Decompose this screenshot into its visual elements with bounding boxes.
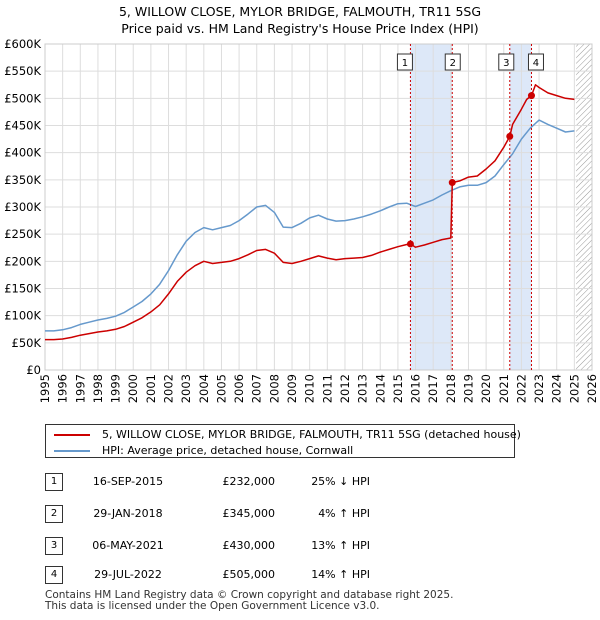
x-tick-label: 2013	[356, 374, 370, 403]
x-tick-label: 2026	[585, 374, 599, 403]
x-tick-label: 2020	[479, 374, 493, 403]
x-tick-label: 2008	[267, 374, 281, 403]
sale-date: 29-JAN-2018	[93, 507, 163, 520]
sale-number-badge: 2	[45, 505, 63, 523]
y-tick-label: £450K	[4, 119, 41, 133]
x-tick-label: 2005	[214, 374, 228, 403]
y-tick-label: £500K	[4, 91, 41, 105]
legend-swatch-hpi	[54, 450, 90, 452]
x-tick-label: 2004	[197, 374, 211, 403]
x-tick-label: 2000	[126, 374, 140, 403]
sale-hpi-diff: 14% ↑ HPI	[311, 568, 370, 581]
y-tick-label: £400K	[4, 146, 41, 160]
chart-title: 5, WILLOW CLOSE, MYLOR BRIDGE, FALMOUTH,…	[0, 3, 600, 37]
chart-title-line-1: 5, WILLOW CLOSE, MYLOR BRIDGE, FALMOUTH,…	[118, 4, 482, 19]
legend-label-price: 5, WILLOW CLOSE, MYLOR BRIDGE, FALMOUTH,…	[102, 428, 521, 441]
x-tick-label: 2010	[303, 374, 317, 403]
y-tick-label: £0	[26, 363, 41, 377]
sale-hpi-diff: 4% ↑ HPI	[318, 507, 370, 520]
legend: 5, WILLOW CLOSE, MYLOR BRIDGE, FALMOUTH,…	[45, 424, 521, 458]
x-tick-label: 2001	[144, 374, 158, 403]
x-tick-label: 1998	[91, 374, 105, 403]
hpi-line	[45, 119, 575, 332]
sale-point	[527, 92, 535, 100]
plot-frame	[44, 43, 593, 371]
sale-point	[506, 132, 514, 140]
y-tick-label: £150K	[4, 282, 41, 296]
table-row: 1 16-SEP-2015 £232,000 25% ↓ HPI	[0, 473, 600, 491]
y-tick-label: £200K	[4, 254, 41, 268]
sale-price: £232,000	[222, 475, 276, 488]
x-tick-label: 2011	[320, 374, 334, 403]
legend-label-hpi: HPI: Average price, detached house, Corn…	[102, 444, 354, 457]
x-tick-label: 2012	[338, 374, 352, 403]
sale-point	[406, 240, 414, 248]
footer-licence: This data is licensed under the Open Gov…	[45, 600, 380, 612]
x-tick-label: 2017	[426, 374, 440, 403]
x-tick-label: 2024	[550, 374, 564, 403]
x-tick-label: 2016	[409, 374, 423, 403]
table-row: 4 29-JUL-2022 £505,000 14% ↑ HPI	[0, 566, 600, 584]
sale-label: 1	[402, 58, 408, 69]
sale-number-badge: 1	[45, 473, 63, 491]
x-tick-label: 2006	[232, 374, 246, 403]
x-tick-label: 2022	[514, 374, 528, 403]
sale-date: 16-SEP-2015	[92, 475, 164, 488]
sale-hpi-diff: 25% ↓ HPI	[311, 475, 370, 488]
sale-number-badge: 3	[45, 537, 63, 555]
chart-title-line-2: Price paid vs. HM Land Registry's House …	[121, 21, 479, 36]
table-row: 3 06-MAY-2021 £430,000 13% ↑ HPI	[0, 537, 600, 555]
y-tick-label: £300K	[4, 200, 41, 214]
x-tick-label: 2003	[179, 374, 193, 403]
x-tick-label: 2025	[567, 374, 581, 403]
y-tick-label: £50K	[12, 336, 42, 350]
x-tick-label: 2002	[162, 374, 176, 403]
y-tick-label: £550K	[4, 64, 41, 78]
sale-label: 3	[503, 58, 509, 69]
price-paid-line	[45, 84, 575, 341]
sale-label-box	[527, 53, 544, 71]
sale-label-box	[396, 53, 413, 71]
sale-hpi-diff: 13% ↑ HPI	[311, 539, 370, 552]
sale-point	[448, 179, 456, 187]
x-tick-label: 2015	[391, 374, 405, 403]
x-tick-label: 1999	[109, 374, 123, 403]
x-tick-label: 2014	[373, 374, 387, 403]
x-tick-label: 2007	[250, 374, 264, 403]
x-tick-label: 2021	[497, 374, 511, 403]
x-tick-label: 1997	[73, 374, 87, 403]
sale-price: £430,000	[222, 539, 276, 552]
legend-swatch-price	[54, 434, 90, 436]
x-tick-label: 2009	[285, 374, 299, 403]
sale-label: 2	[450, 58, 456, 69]
x-tick-label: 1996	[56, 374, 70, 403]
sale-label: 4	[533, 58, 539, 69]
footer-copyright: Contains HM Land Registry data © Crown c…	[45, 589, 454, 601]
sale-date: 06-MAY-2021	[92, 539, 164, 552]
x-tick-label: 2018	[444, 374, 458, 403]
sale-label-box	[444, 53, 461, 71]
sale-number-badge: 4	[45, 566, 63, 584]
sale-label-box	[498, 53, 515, 71]
y-tick-label: £100K	[4, 309, 41, 323]
y-tick-label: £350K	[4, 173, 41, 187]
sale-price: £345,000	[222, 507, 276, 520]
table-row: 2 29-JAN-2018 £345,000 4% ↑ HPI	[0, 505, 600, 523]
y-tick-label: £250K	[4, 227, 41, 241]
sale-price: £505,000	[222, 568, 276, 581]
footer: Contains HM Land Registry data © Crown c…	[45, 590, 453, 612]
sale-date: 29-JUL-2022	[94, 568, 162, 581]
x-tick-label: 2019	[461, 374, 475, 403]
y-tick-label: £600K	[4, 37, 41, 51]
x-tick-label: 2023	[532, 374, 546, 403]
x-tick-label: 1995	[38, 374, 52, 403]
